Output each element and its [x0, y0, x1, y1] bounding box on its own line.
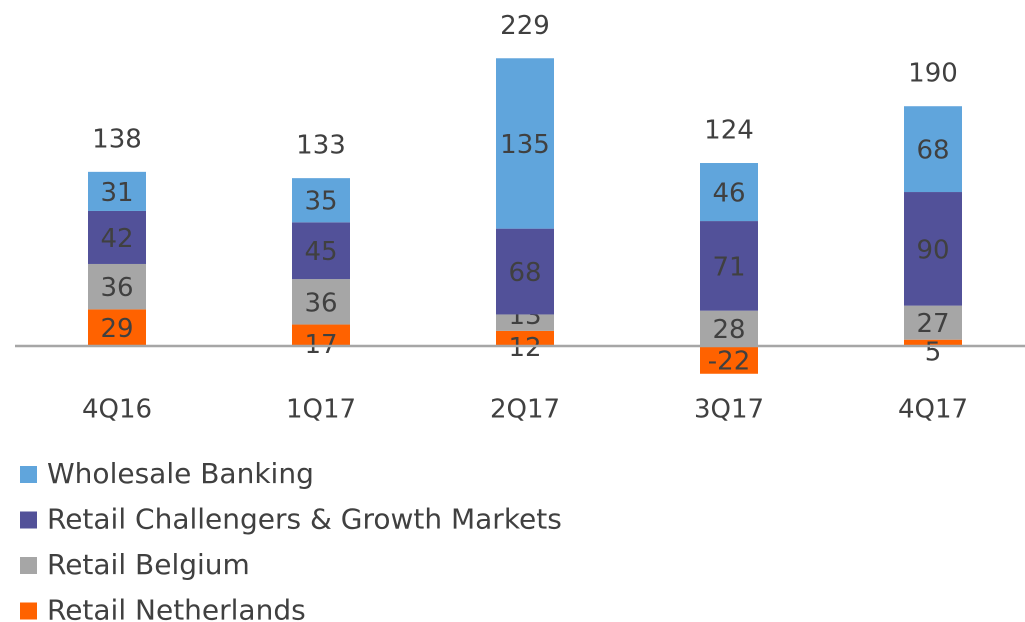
legend-label: Retail Netherlands: [47, 594, 306, 622]
total-label: 229: [500, 11, 550, 41]
bar-segment: [88, 210, 146, 264]
total-label: 133: [296, 131, 346, 161]
data-label: 5: [925, 337, 942, 367]
bar-segment: [292, 324, 350, 346]
x-tick-label: 4Q16: [82, 395, 152, 425]
legend-swatch: [20, 466, 37, 483]
data-label: 29: [100, 314, 133, 344]
x-tick-label: 1Q17: [286, 395, 356, 425]
total-label: 190: [908, 59, 958, 89]
data-label: 12: [508, 333, 541, 363]
data-label: 90: [916, 235, 949, 265]
bar-segment: [496, 228, 554, 315]
bar-segment: [496, 314, 554, 331]
data-label: 35: [304, 187, 337, 217]
legend-swatch: [20, 557, 37, 574]
bar-segment: [496, 330, 554, 346]
legend-swatch: [20, 602, 37, 620]
bar-segment: [904, 192, 962, 306]
data-label: 27: [916, 309, 949, 339]
data-label: 68: [508, 258, 541, 288]
legend-label: Retail Belgium: [47, 548, 250, 581]
x-tick-label: 3Q17: [694, 395, 764, 425]
bar-segment: [700, 310, 758, 346]
data-label: 46: [712, 179, 745, 209]
data-label: -22: [708, 346, 750, 376]
bar-segment: [292, 178, 350, 223]
x-tick-label: 4Q17: [898, 395, 968, 425]
total-label: 138: [92, 124, 142, 154]
x-tick-label: 2Q17: [490, 395, 560, 425]
data-label: 28: [712, 315, 745, 345]
data-label: 68: [916, 136, 949, 166]
legend-swatch: [20, 511, 37, 529]
data-label: 42: [100, 224, 133, 254]
data-label: 36: [100, 273, 133, 303]
data-label: 31: [100, 178, 133, 208]
bar-segment: [904, 106, 962, 193]
bar-segment: [700, 346, 758, 374]
bar-segment: [88, 171, 146, 211]
bar-segment: [700, 163, 758, 222]
data-label: 71: [712, 252, 745, 282]
data-label: 135: [500, 130, 550, 160]
data-label: 36: [304, 288, 337, 318]
bar-segment: [904, 305, 962, 340]
bar-segment: [292, 222, 350, 280]
bar-segment: [88, 263, 146, 310]
data-label: 45: [304, 237, 337, 267]
bar-segment: [88, 309, 146, 346]
bar-segment: [292, 279, 350, 325]
total-label: 124: [704, 116, 754, 146]
bar-segment: [700, 221, 758, 311]
legend-label: Retail Challengers & Growth Markets: [47, 503, 562, 536]
bar-segment: [496, 58, 554, 229]
legend-label: Wholesale Banking: [47, 457, 314, 490]
bar-segment: [904, 339, 962, 346]
